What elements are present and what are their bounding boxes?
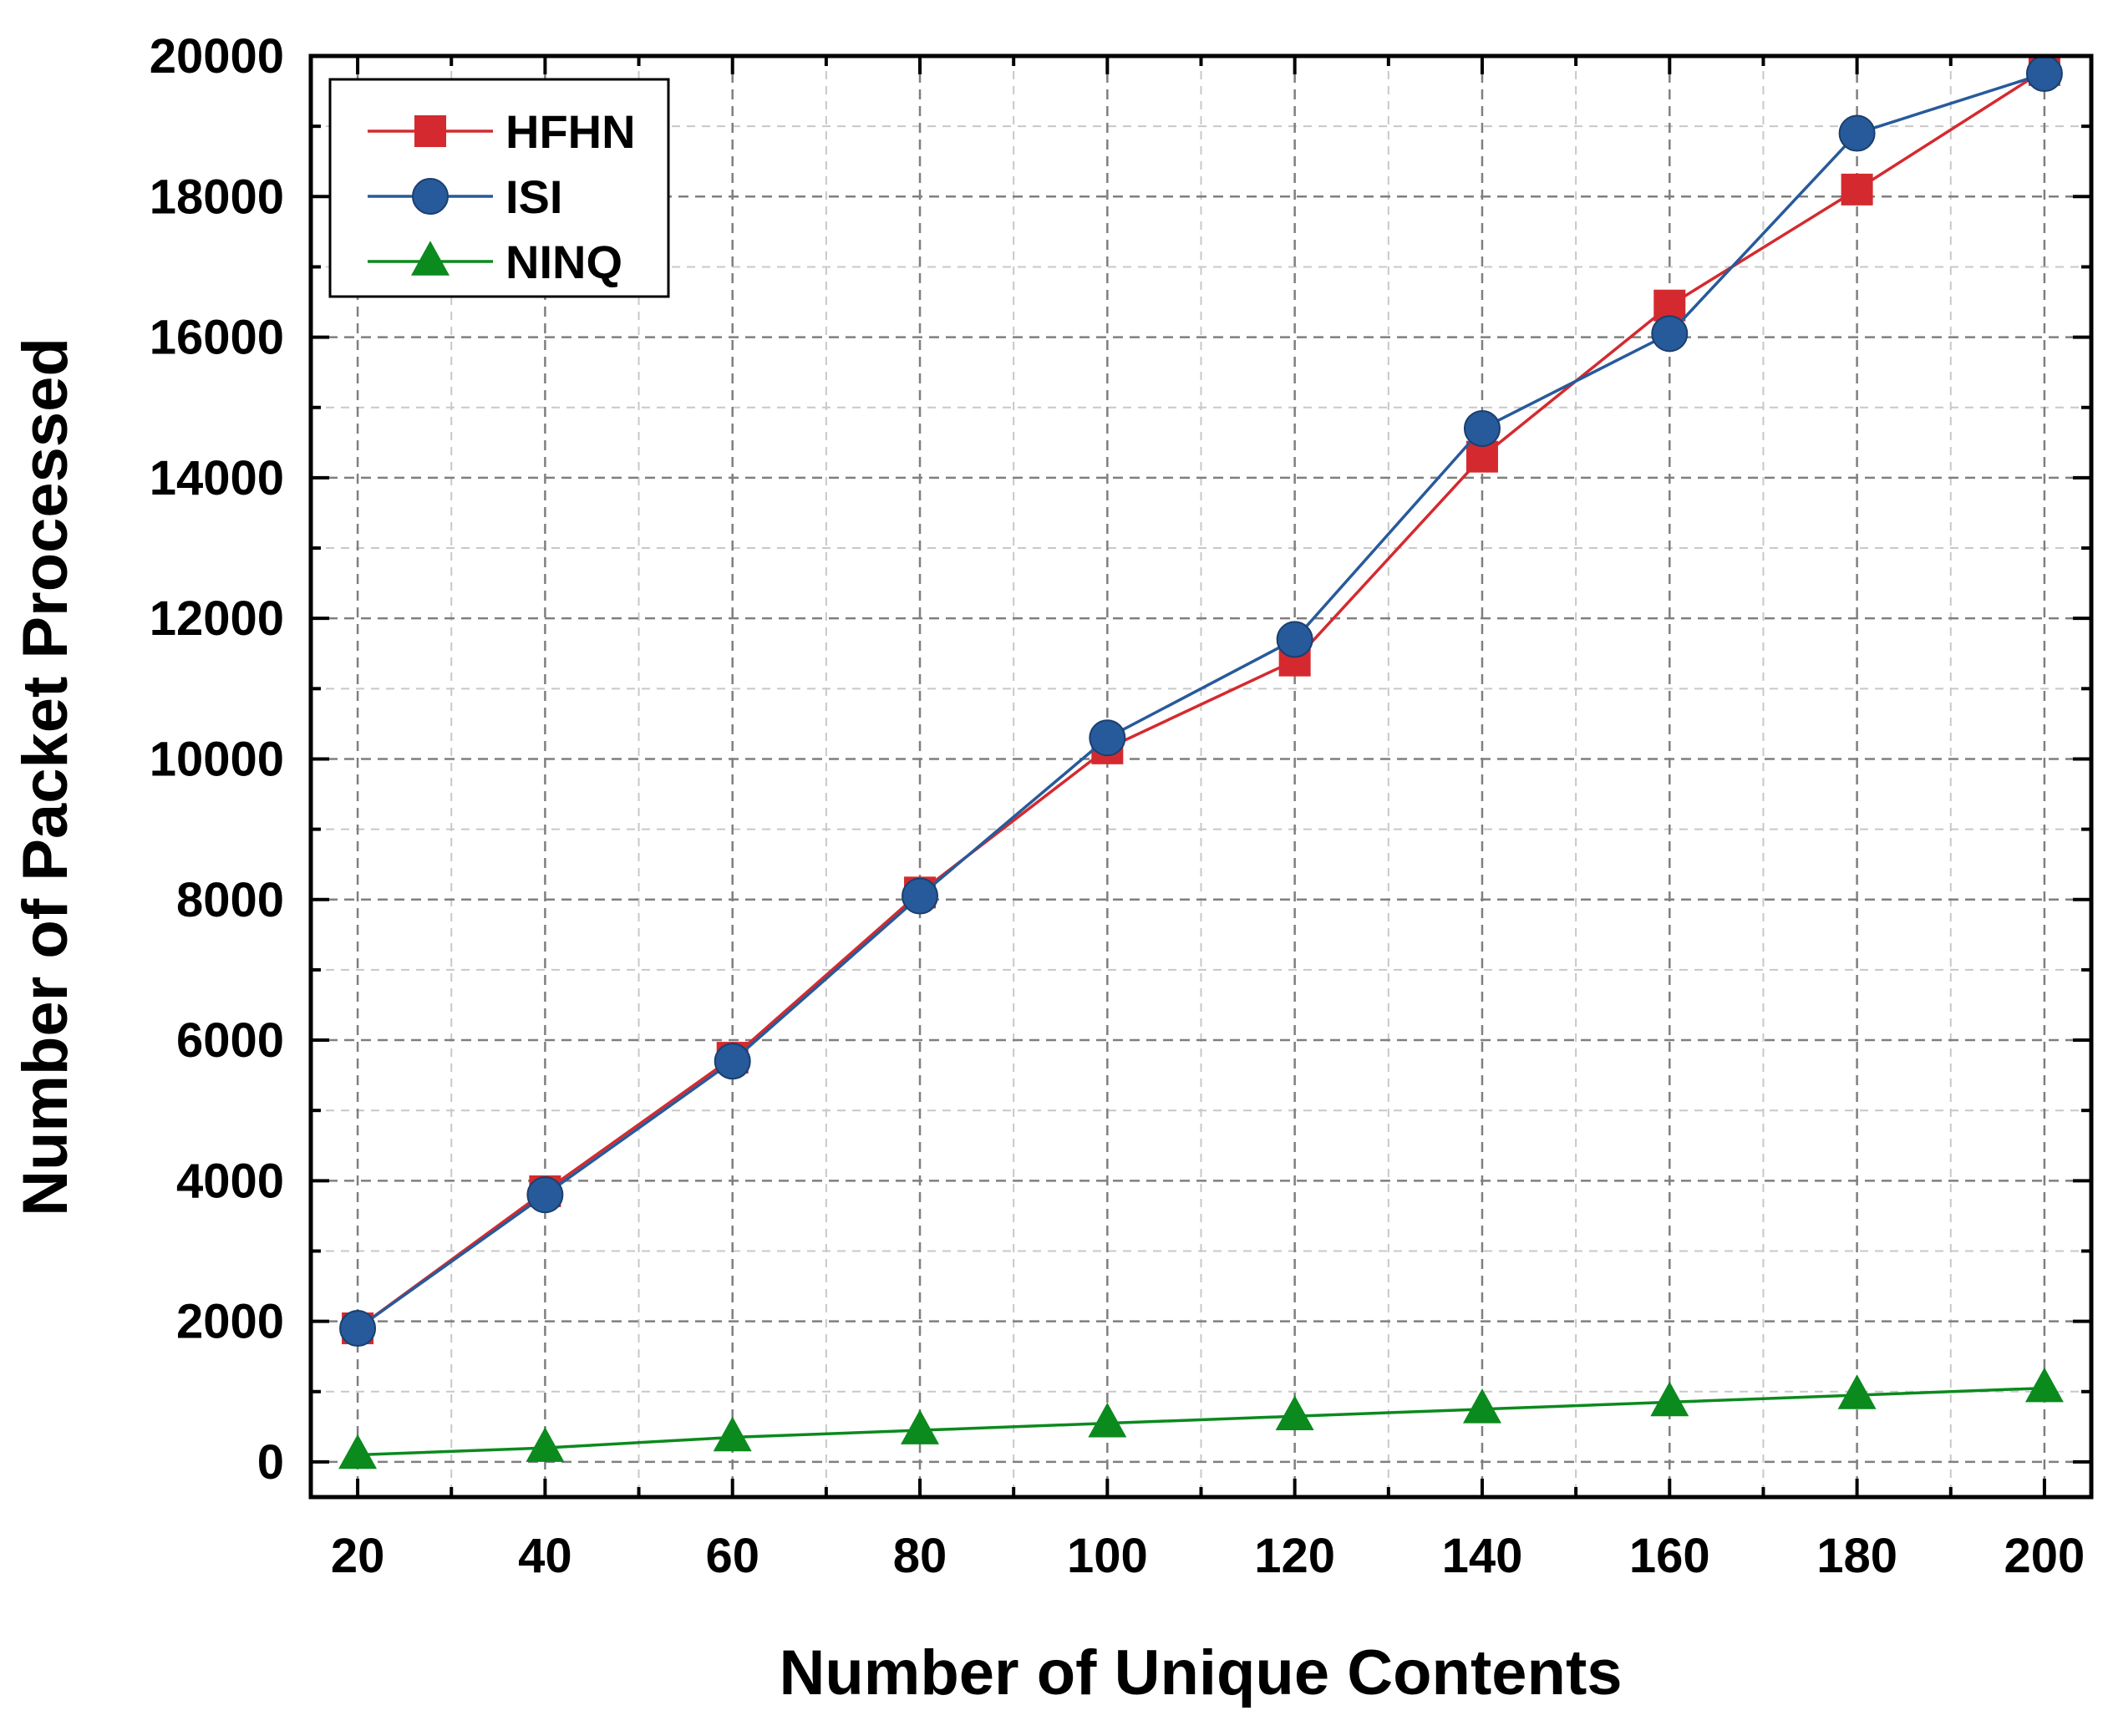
data-point-isi xyxy=(1276,621,1313,658)
data-point-isi xyxy=(1089,719,1126,757)
legend: HFHN ISI NINQ xyxy=(328,78,670,298)
series-ninq xyxy=(338,1367,2064,1470)
x-tick-label: 40 xyxy=(518,1529,572,1583)
series-group xyxy=(338,53,2064,1470)
y-tick-label: 14000 xyxy=(150,451,284,505)
data-point-isi xyxy=(1838,114,1876,152)
legend-label-ninq: NINQ xyxy=(505,236,622,288)
data-point-isi xyxy=(1651,315,1689,353)
plot-frame xyxy=(308,53,2094,1500)
data-point-isi xyxy=(2025,55,2063,93)
legend-item-isi: ISI xyxy=(368,170,562,223)
legend-marker-hfhn xyxy=(414,115,446,147)
data-point-ninq xyxy=(901,1409,940,1444)
data-point-isi xyxy=(339,1310,377,1348)
series-isi xyxy=(339,55,2063,1348)
x-tick-label: 140 xyxy=(1442,1529,1523,1583)
tick-labels: 20 40 60 80 100 120 140 160 180 20002000400060008… xyxy=(150,29,2085,1583)
legend-label-hfhn: HFHN xyxy=(505,105,636,158)
data-point-isi xyxy=(1463,409,1501,447)
x-tick-label: 60 xyxy=(705,1529,759,1583)
y-tick-label: 6000 xyxy=(176,1013,284,1068)
y-tick-label: 8000 xyxy=(176,873,284,927)
data-point-ninq xyxy=(1275,1395,1314,1431)
data-point-ninq xyxy=(713,1416,752,1452)
data-point-ninq xyxy=(338,1434,378,1470)
data-point-isi xyxy=(526,1176,564,1214)
x-tick-label: 180 xyxy=(1816,1529,1897,1583)
x-axis-title: Number of Unique Contents xyxy=(779,1637,1622,1708)
y-tick-label: 2000 xyxy=(176,1295,284,1349)
data-point-ninq xyxy=(526,1427,565,1462)
y-tick-label: 4000 xyxy=(176,1154,284,1208)
y-tick-label: 20000 xyxy=(150,29,284,84)
data-point-isi xyxy=(902,877,939,915)
x-tick-label: 20 xyxy=(331,1529,385,1583)
legend-marker-isi xyxy=(412,178,449,215)
y-tick-label: 10000 xyxy=(150,732,284,786)
series-line-ninq xyxy=(358,1386,2045,1457)
y-tick-label: 18000 xyxy=(150,170,284,224)
x-tick-label: 80 xyxy=(893,1529,947,1583)
x-tick-label: 100 xyxy=(1067,1529,1148,1583)
data-point-ninq xyxy=(1462,1388,1501,1424)
legend-item-ninq: NINQ xyxy=(368,236,622,288)
x-tick-label: 200 xyxy=(2004,1529,2085,1583)
legend-item-hfhn: HFHN xyxy=(368,105,636,158)
series-line-hfhn xyxy=(357,69,2045,1330)
y-axis-title: Number of Packet Processed xyxy=(10,338,81,1216)
data-point-ninq xyxy=(1837,1374,1877,1409)
legend-marker-ninq xyxy=(411,241,450,276)
data-point-ninq xyxy=(1650,1381,1689,1417)
series-line-isi xyxy=(357,72,2045,1330)
legend-label-isi: ISI xyxy=(505,170,562,223)
data-point-hfhn xyxy=(1841,173,1873,206)
y-tick-label: 12000 xyxy=(150,591,284,646)
y-tick-label: 0 xyxy=(257,1435,284,1490)
y-tick-label: 16000 xyxy=(150,311,284,365)
x-tick-label: 160 xyxy=(1629,1529,1710,1583)
data-point-ninq xyxy=(1088,1402,1127,1438)
x-tick-label: 120 xyxy=(1254,1529,1335,1583)
data-point-ninq xyxy=(2024,1367,2064,1403)
data-point-isi xyxy=(714,1043,751,1080)
